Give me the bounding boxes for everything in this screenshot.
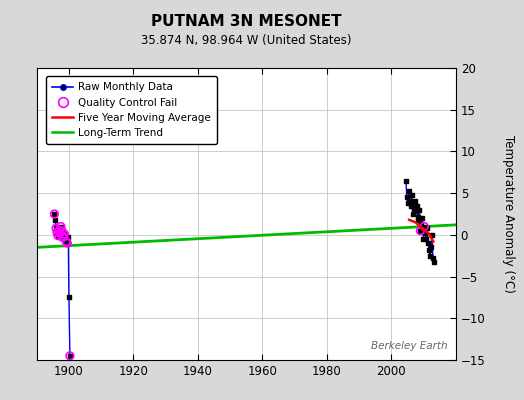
Text: 35.874 N, 98.964 W (United States): 35.874 N, 98.964 W (United States) <box>141 34 352 47</box>
Point <box>416 228 424 234</box>
Point <box>408 192 416 198</box>
Point <box>60 231 69 237</box>
Text: PUTNAM 3N MESONET: PUTNAM 3N MESONET <box>151 14 342 29</box>
Point <box>420 223 429 230</box>
Legend: Raw Monthly Data, Quality Control Fail, Five Year Moving Average, Long-Term Tren: Raw Monthly Data, Quality Control Fail, … <box>46 76 217 144</box>
Point <box>60 231 69 237</box>
Point <box>58 228 66 234</box>
Point <box>428 232 436 238</box>
Point <box>62 238 71 245</box>
Point <box>54 228 63 234</box>
Text: Berkeley Earth: Berkeley Earth <box>371 341 447 351</box>
Point <box>402 194 411 200</box>
Point <box>426 252 434 259</box>
Point <box>50 211 59 217</box>
Point <box>405 188 413 195</box>
Point <box>425 247 433 253</box>
Point <box>407 202 415 209</box>
Point <box>54 232 62 239</box>
Point <box>406 198 414 205</box>
Point <box>412 202 421 209</box>
Point <box>58 234 67 240</box>
Point <box>402 178 410 184</box>
Point <box>53 229 61 236</box>
Point <box>430 258 438 265</box>
Point <box>52 225 60 231</box>
Point <box>59 233 68 240</box>
Point <box>59 233 68 240</box>
Point <box>420 223 429 230</box>
Point <box>403 200 412 206</box>
Point <box>423 225 431 231</box>
Point <box>410 198 419 205</box>
Point <box>62 238 71 245</box>
Point <box>51 217 60 223</box>
Point <box>424 240 432 246</box>
Point <box>65 294 73 301</box>
Point <box>429 255 437 262</box>
Point <box>421 230 430 236</box>
Point <box>57 223 65 230</box>
Point <box>427 244 435 250</box>
Point <box>53 229 61 236</box>
Point <box>52 225 60 231</box>
Point <box>409 211 417 217</box>
Point <box>409 205 418 211</box>
Point <box>63 240 71 246</box>
Point <box>419 236 428 242</box>
Point <box>64 234 72 240</box>
Y-axis label: Temperature Anomaly (°C): Temperature Anomaly (°C) <box>502 135 515 293</box>
Point <box>418 215 427 221</box>
Point <box>54 232 62 239</box>
Point <box>56 230 64 236</box>
Point <box>54 228 63 234</box>
Point <box>50 211 59 217</box>
Point <box>57 223 65 230</box>
Point <box>413 213 422 220</box>
Point <box>417 222 425 228</box>
Point <box>56 230 64 236</box>
Point <box>58 234 67 240</box>
Point <box>58 228 66 234</box>
Point <box>61 236 70 242</box>
Point <box>66 353 74 359</box>
Point <box>414 217 423 223</box>
Point <box>411 208 420 215</box>
Point <box>63 240 71 246</box>
Point <box>422 236 430 242</box>
Point <box>66 353 74 359</box>
Point <box>416 228 424 234</box>
Point <box>415 207 423 213</box>
